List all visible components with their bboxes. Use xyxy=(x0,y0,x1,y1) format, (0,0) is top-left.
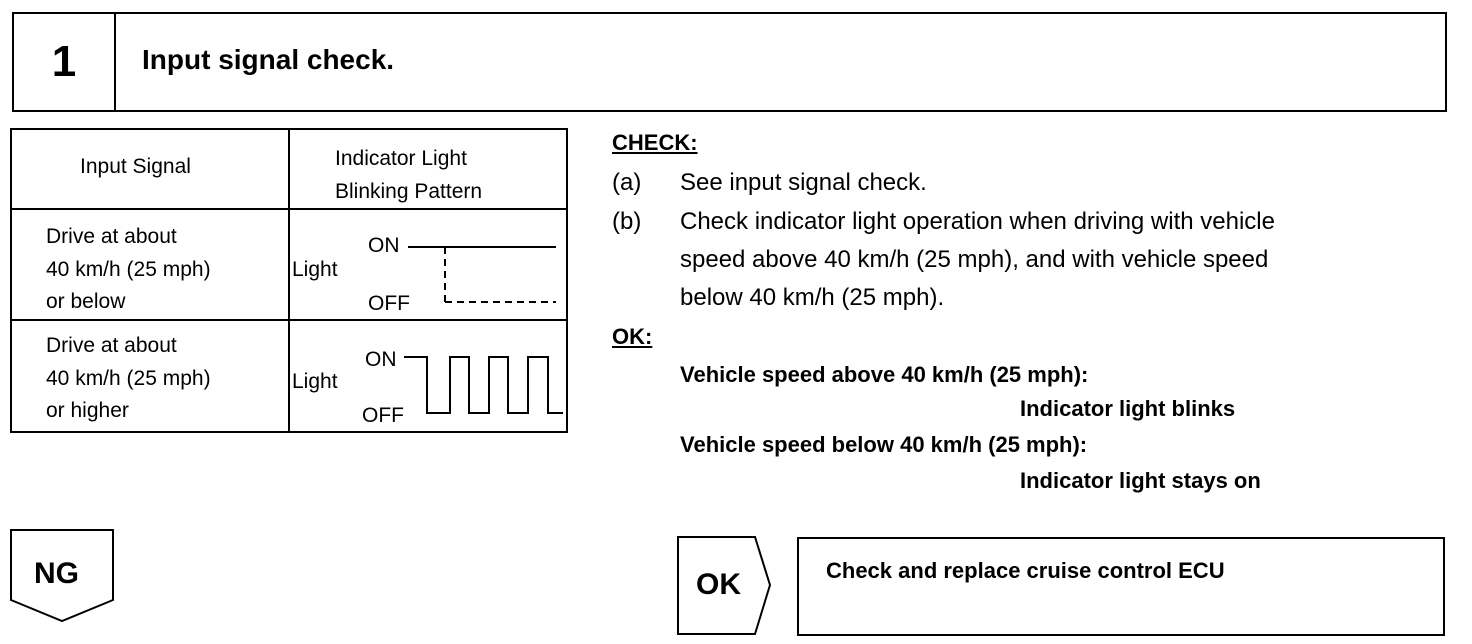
step-title: Input signal check. xyxy=(142,44,395,75)
row1-on-label: ON xyxy=(368,234,400,257)
row1-signal-line1: Drive at about xyxy=(46,225,177,248)
row2-on-label: ON xyxy=(365,348,397,371)
row1-signal-line2: 40 km/h (25 mph) xyxy=(46,258,211,281)
header-blinking-pattern: Blinking Pattern xyxy=(335,180,483,203)
check-b-marker: (b) xyxy=(612,208,642,235)
row2-light-label: Light xyxy=(292,370,338,393)
check-a-marker: (a) xyxy=(612,169,642,196)
check-b-line3: below 40 km/h (25 mph). xyxy=(680,284,945,311)
ng-arrow-shape xyxy=(10,529,114,623)
row2-signal-line1: Drive at about xyxy=(46,334,177,357)
check-b-line1: Check indicator light operation when dri… xyxy=(680,208,1275,235)
stays-on-waveform xyxy=(408,246,556,303)
step-number: 1 xyxy=(14,14,116,110)
blinking-waveform xyxy=(404,356,563,414)
step-header: 1 Input signal check. xyxy=(12,12,1447,112)
ok-condition-1: Vehicle speed above 40 km/h (25 mph): xyxy=(680,362,1089,387)
header-input-signal: Input Signal xyxy=(80,155,191,178)
ok-heading: OK: xyxy=(612,324,653,349)
header-indicator-light: Indicator Light xyxy=(335,147,467,170)
ok-action-box: Check and replace cruise control ECU xyxy=(797,537,1445,636)
ok-label: OK xyxy=(696,568,741,601)
ok-result-1: Indicator light blinks xyxy=(1020,396,1236,421)
row2-off-label: OFF xyxy=(362,404,404,427)
check-a-text: See input signal check. xyxy=(680,169,927,196)
check-heading: CHECK: xyxy=(612,130,698,155)
ok-action-text: Check and replace cruise control ECU xyxy=(826,558,1225,583)
row2-signal-line2: 40 km/h (25 mph) xyxy=(46,367,211,390)
row1-off-label: OFF xyxy=(368,292,410,315)
ok-condition-2: Vehicle speed below 40 km/h (25 mph): xyxy=(680,432,1088,457)
ok-arrow-shape xyxy=(677,536,772,635)
ok-result-2: Indicator light stays on xyxy=(1020,468,1261,493)
row1-signal-line3: or below xyxy=(46,290,126,313)
ng-label: NG xyxy=(34,557,79,590)
row2-signal-line3: or higher xyxy=(46,399,129,422)
row1-light-label: Light xyxy=(292,258,338,281)
check-b-line2: speed above 40 km/h (25 mph), and with v… xyxy=(680,246,1269,273)
